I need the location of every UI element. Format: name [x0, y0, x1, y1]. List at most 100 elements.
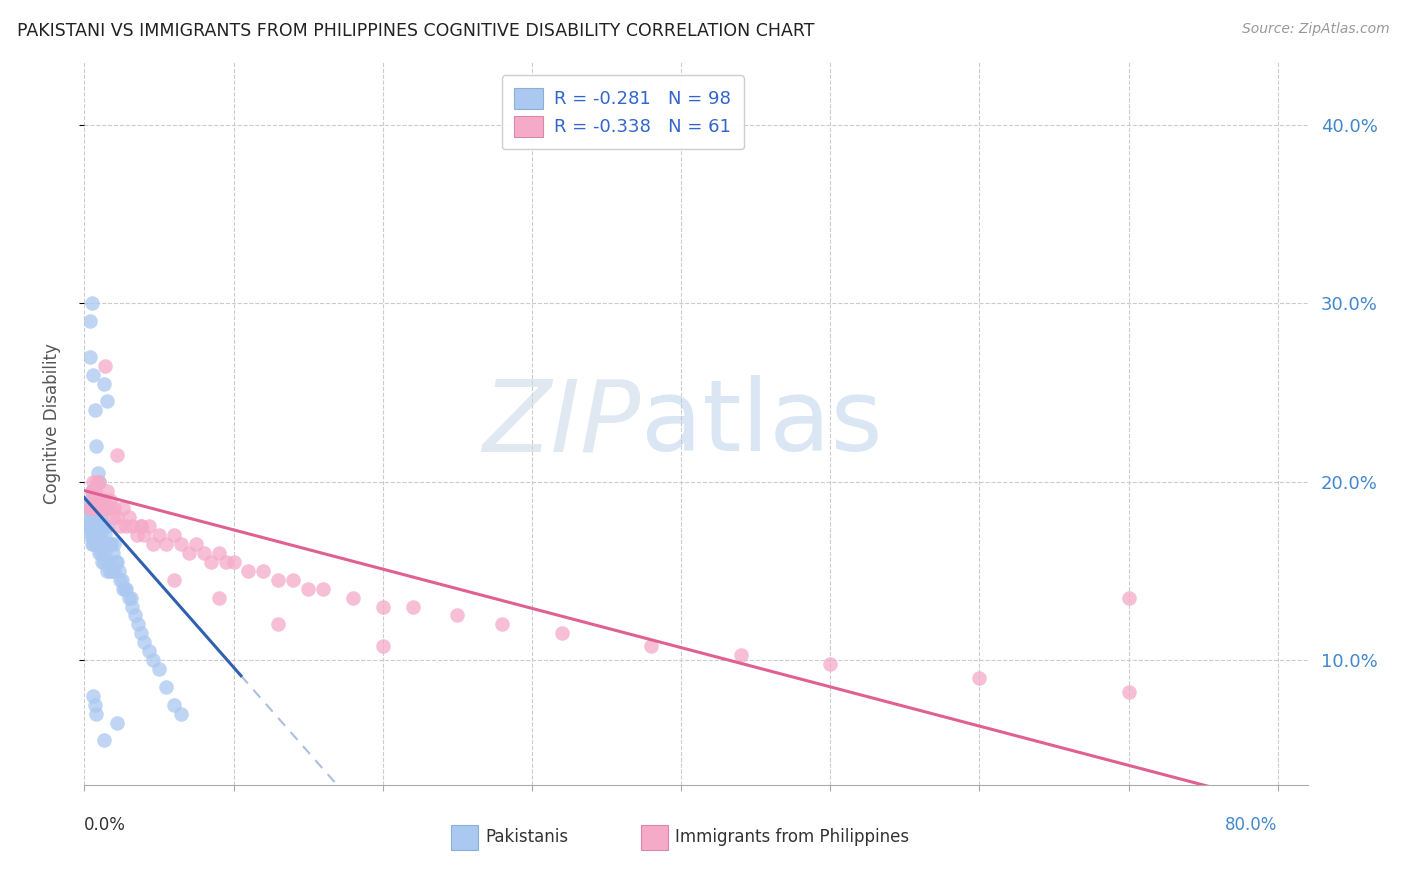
Point	[155, 680, 177, 694]
Text: 0.0%: 0.0%	[84, 815, 127, 833]
Point	[101, 510, 124, 524]
Point	[401, 599, 423, 614]
Point	[94, 528, 117, 542]
Bar	[451, 825, 478, 850]
Point	[90, 492, 112, 507]
Point	[82, 368, 104, 382]
Point	[105, 510, 128, 524]
Point	[103, 501, 125, 516]
Point	[93, 555, 115, 569]
Point	[77, 528, 100, 542]
Point	[83, 483, 105, 498]
Point	[87, 466, 110, 480]
Bar	[641, 825, 668, 850]
Point	[177, 546, 200, 560]
Point	[82, 501, 104, 516]
Point	[89, 475, 111, 489]
Point	[730, 648, 752, 662]
Point	[82, 492, 104, 507]
Point	[80, 510, 103, 524]
Point	[79, 501, 101, 516]
Point	[108, 573, 131, 587]
Point	[93, 537, 115, 551]
Point	[89, 475, 111, 489]
Point	[89, 501, 111, 516]
Point	[118, 510, 141, 524]
Point	[82, 689, 104, 703]
Point	[148, 662, 170, 676]
Point	[132, 528, 155, 542]
Text: 80.0%: 80.0%	[1226, 815, 1278, 833]
Point	[100, 501, 122, 516]
Point	[89, 546, 111, 560]
Point	[84, 439, 107, 453]
Point	[87, 501, 110, 516]
Point	[91, 501, 114, 516]
Point	[79, 350, 101, 364]
Point	[80, 483, 103, 498]
Point	[215, 555, 238, 569]
Point	[90, 510, 112, 524]
Point	[155, 537, 177, 551]
Point	[77, 519, 100, 533]
Point	[89, 528, 111, 542]
Text: Pakistanis: Pakistanis	[485, 829, 568, 847]
Point	[98, 537, 121, 551]
Point	[89, 501, 111, 516]
Point	[111, 573, 134, 587]
Point	[138, 519, 160, 533]
Point	[129, 626, 152, 640]
Point	[76, 501, 98, 516]
Point	[200, 555, 222, 569]
Point	[115, 519, 138, 533]
Point	[252, 564, 274, 578]
Point	[125, 528, 148, 542]
Point	[83, 501, 105, 516]
Point	[83, 519, 105, 533]
Point	[222, 555, 245, 569]
Point	[163, 573, 186, 587]
Point	[491, 617, 513, 632]
Point	[87, 501, 110, 516]
Point	[1118, 685, 1140, 699]
Point	[91, 501, 114, 516]
Point	[103, 564, 125, 578]
Point	[82, 519, 104, 533]
Point	[207, 546, 229, 560]
Point	[267, 617, 290, 632]
Point	[104, 555, 127, 569]
Point	[82, 537, 104, 551]
Point	[170, 706, 193, 721]
Point	[238, 564, 260, 578]
Point	[87, 519, 110, 533]
Point	[80, 492, 103, 507]
Point	[267, 573, 290, 587]
Point	[76, 519, 98, 533]
Point	[105, 715, 128, 730]
Point	[79, 501, 101, 516]
Point	[89, 510, 111, 524]
Point	[77, 510, 100, 524]
Point	[90, 528, 112, 542]
Point	[114, 582, 136, 596]
Point	[80, 537, 103, 551]
Point	[142, 653, 165, 667]
Point	[103, 537, 125, 551]
Point	[96, 537, 118, 551]
Point	[127, 617, 149, 632]
Point	[80, 528, 103, 542]
Point	[91, 537, 114, 551]
Point	[132, 635, 155, 649]
Point	[121, 519, 143, 533]
Point	[138, 644, 160, 658]
Point	[170, 537, 193, 551]
Point	[77, 501, 100, 516]
Point	[105, 555, 128, 569]
Point	[94, 359, 117, 373]
Text: Source: ZipAtlas.com: Source: ZipAtlas.com	[1241, 22, 1389, 37]
Point	[163, 528, 186, 542]
Point	[84, 706, 107, 721]
Point	[91, 519, 114, 533]
Y-axis label: Cognitive Disability: Cognitive Disability	[42, 343, 60, 504]
Point	[96, 564, 118, 578]
